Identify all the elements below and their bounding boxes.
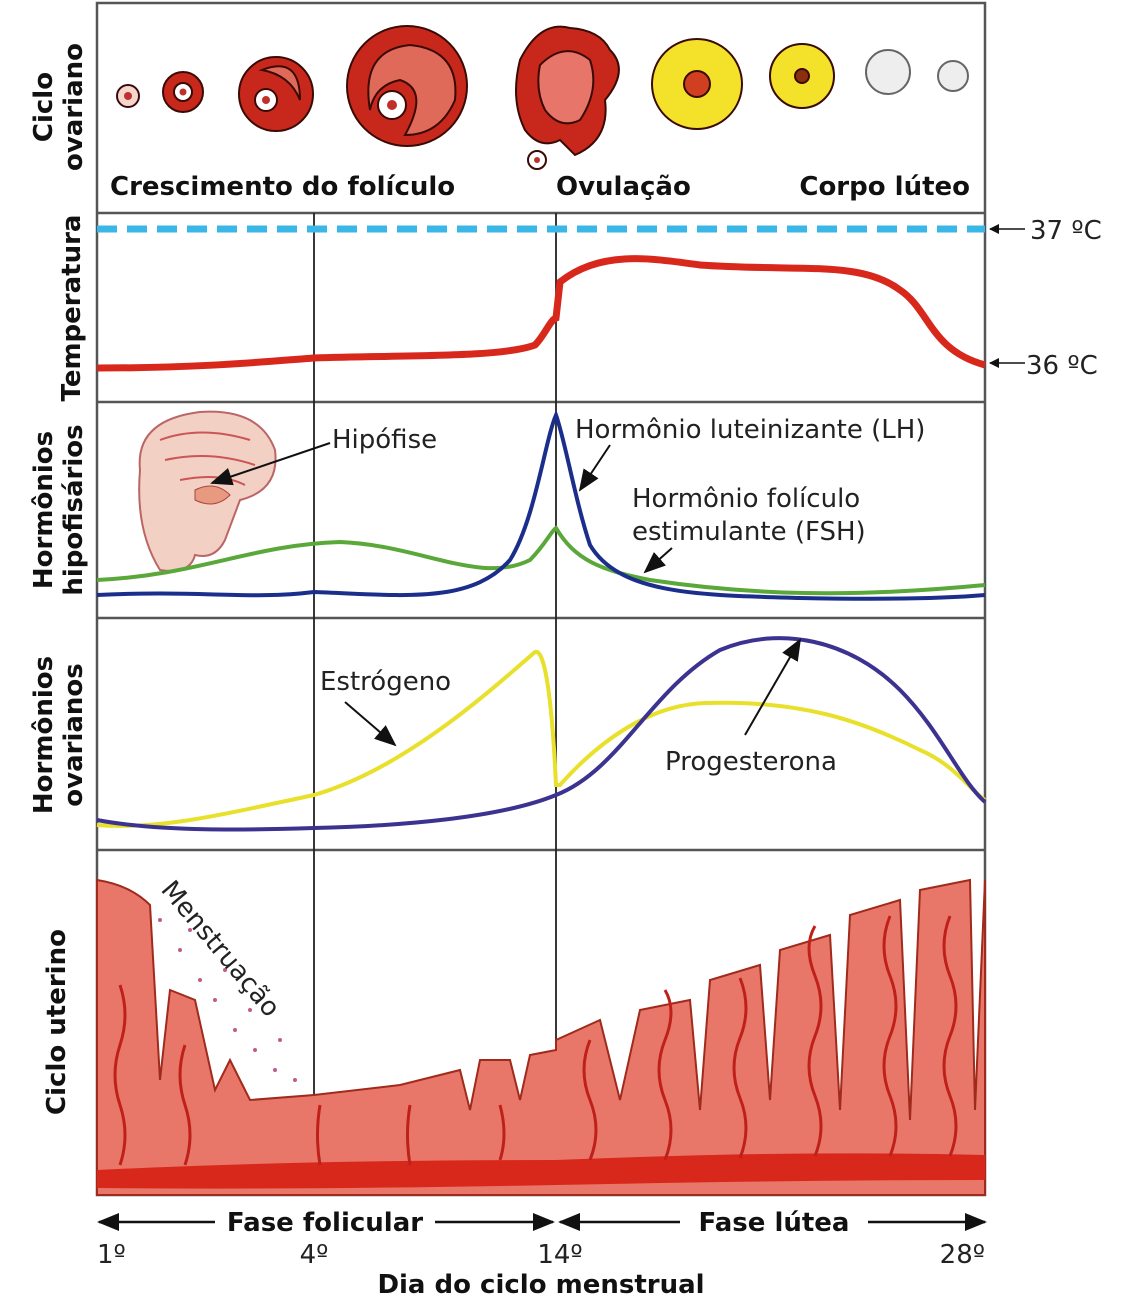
arrow [345,702,395,745]
arrow [645,548,672,572]
row-label: ovariano [59,43,89,171]
axis-title: Dia do ciclo menstrual [377,1270,704,1300]
row-label: ovarianos [59,663,89,806]
row-label: Hormônios [29,656,59,814]
stage-label: Ovulação [556,172,691,202]
annotation: Estrógeno [320,667,451,697]
temp-label: 37 ºC [1030,216,1102,246]
ovarian-illustrations [117,26,968,169]
annotation: Hipófise [332,425,437,455]
endometrium [97,880,985,1195]
day-label: 28º [940,1240,985,1270]
progesterone-curve [97,638,985,829]
stage-label: Crescimento do folículo [110,172,455,202]
annotation: estimulante (FSH) [632,517,866,547]
row-label: hipofisários [59,424,89,595]
phase-label: Fase folicular [227,1208,423,1238]
temperature-curve [97,259,985,368]
temp-label: 36 ºC [1026,351,1098,381]
row-label: Temperatura [57,215,87,402]
brain-icon [139,412,275,571]
diagram: Ciclo ovariano Temperatura Hormônios hip… [0,0,1134,1303]
day-label: 1º [97,1240,126,1270]
day-label: 4º [300,1240,329,1270]
annotation: Hormônio luteinizante (LH) [575,415,925,445]
row-label: Ciclo uterino [42,929,72,1115]
row-label: Ciclo [29,72,59,142]
phase-label: Fase lútea [699,1208,850,1238]
row-label: Hormônios [29,431,59,589]
day-label: 14º [537,1240,582,1270]
annotation: Hormônio folículo [632,484,860,514]
annotation: Progesterona [665,747,837,777]
arrow [745,640,800,735]
arrow [580,445,610,490]
stage-label: Corpo lúteo [799,172,970,202]
row-labels: Ciclo ovariano Temperatura Hormônios hip… [29,43,89,1115]
